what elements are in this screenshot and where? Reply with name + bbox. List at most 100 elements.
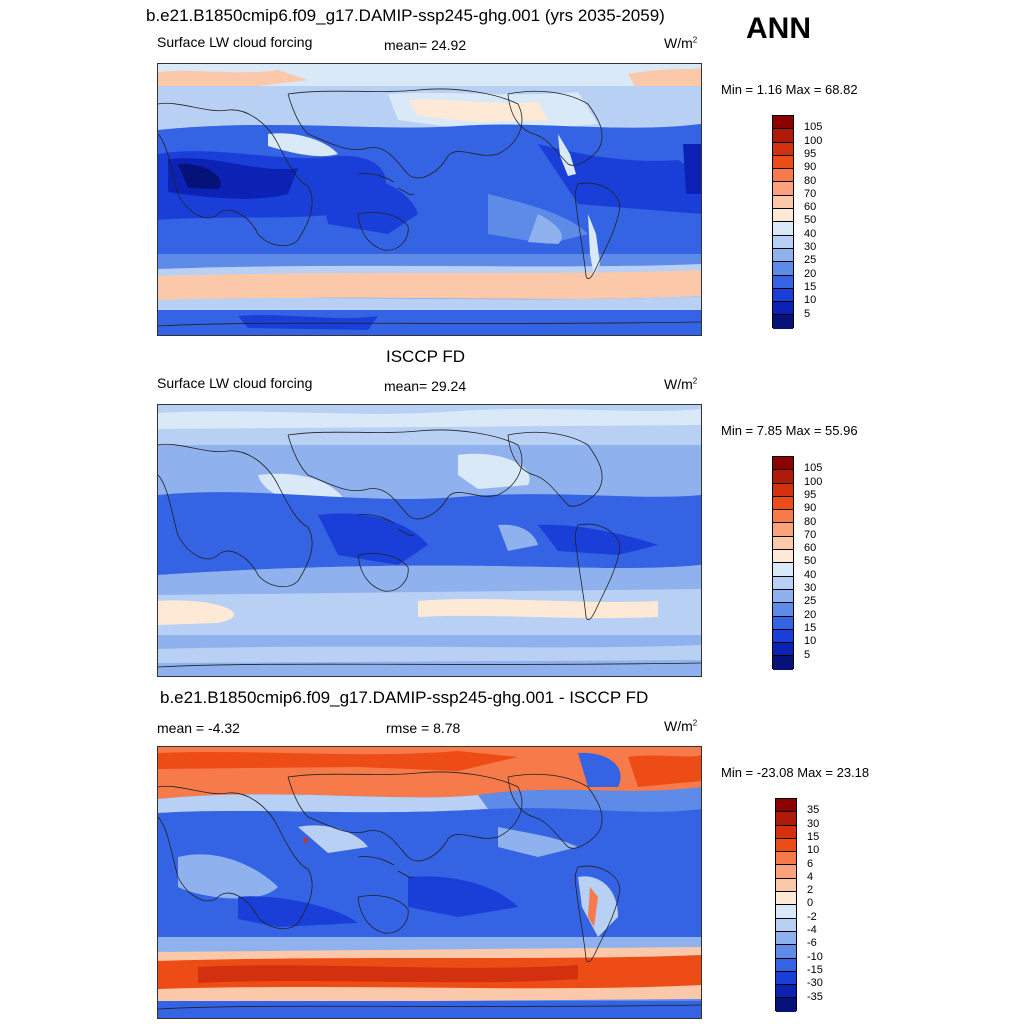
panel2-minmax: Min = 7.85 Max = 55.96 [721,423,858,438]
colorbar-swatch [773,563,793,577]
panel3-map [157,746,702,1019]
colorbar-swatch [773,656,793,670]
colorbar-swatch [773,589,793,604]
colorbar-swatch [773,550,793,564]
colorbar-swatch [773,235,793,249]
colorbar-swatch [773,116,793,130]
colorbar-swatch [773,248,793,263]
colorbar-tick-label: 105 [804,121,823,134]
colorbar-tick-label: -30 [807,977,823,990]
colorbar-tick-label: 10 [804,294,817,307]
colorbar-swatch [773,470,793,484]
colorbar-tick-label: -6 [807,937,817,950]
colorbar-swatch [773,523,793,537]
colorbar-swatch [776,918,796,932]
colorbar-tick-label: 90 [804,161,817,174]
colorbar-tick-label: 95 [804,147,817,160]
colorbar-swatch [773,262,793,276]
panel1-minmax: Min = 1.16 Max = 68.82 [721,82,858,97]
colorbar-tick-label: 50 [804,555,817,568]
colorbar-swatch [776,905,796,919]
colorbar-tick-label: -35 [807,990,823,1003]
colorbar-tick-label: 6 [807,857,814,870]
colorbar-swatch [773,315,793,329]
colorbar-tick-label: 60 [804,542,817,555]
colorbar-tick-label: 70 [804,187,817,200]
panel2-title: ISCCP FD [386,347,466,366]
panel3-units: W/m2 [664,718,698,734]
colorbar-tick-label: 50 [804,214,817,227]
panel2-variable-label: Surface LW cloud forcing [157,375,313,391]
panel2-mean-label: mean= 29.24 [384,378,467,394]
colorbar-swatch [773,483,793,497]
colorbar-tick-label: -15 [807,963,823,976]
panel2-units: W/m2 [664,376,698,392]
colorbar-tick-label: 80 [804,174,817,187]
colorbar-swatch [776,812,796,826]
season-label: ANN [746,12,811,45]
colorbar-tick-label: 80 [804,515,817,528]
panel1-variable-label: Surface LW cloud forcing [157,34,313,50]
colorbar-swatch [776,799,796,813]
colorbar-tick-label: 40 [804,568,817,581]
colorbar-tick-label: -4 [807,924,817,936]
panel1-mean-label: mean= 24.92 [384,37,467,53]
colorbar-tick-label: 100 [804,475,823,488]
colorbar-swatch [776,945,796,959]
panel3-colorbar-swatches [775,798,797,1012]
colorbar-tick-label: -2 [807,910,817,923]
panel2-colorbar-swatches [772,456,794,670]
colorbar-swatch [776,998,796,1012]
colorbar-swatch [776,892,796,906]
colorbar-tick-label: 60 [804,201,817,214]
panel1-map [157,63,702,336]
colorbar-swatch [773,195,793,210]
colorbar-tick-label: 25 [804,254,817,267]
colorbar-tick-label: 5 [804,307,811,320]
colorbar-tick-label: 10 [807,844,820,857]
colorbar-swatch [776,985,796,999]
colorbar-swatch [773,629,793,644]
panel1-colorbar-swatches [772,115,794,329]
colorbar-swatch [776,852,796,866]
colorbar-swatch [773,275,793,289]
colorbar-tick-label: 15 [807,830,820,843]
colorbar-tick-label: 20 [804,267,817,280]
colorbar-tick-label: 2 [807,884,814,897]
colorbar-tick-label: 4 [807,870,814,883]
colorbar-tick-label: 90 [804,502,817,515]
colorbar-swatch [773,209,793,223]
colorbar-tick-label: 70 [804,528,817,541]
colorbar-tick-label: 0 [807,897,814,910]
colorbar-swatch [776,838,796,853]
colorbar-swatch [776,878,796,893]
colorbar-swatch [773,182,793,196]
colorbar-tick-label: -10 [807,950,823,963]
colorbar-tick-label: 100 [804,134,823,147]
colorbar-swatch [776,931,796,946]
colorbar-tick-label: 10 [804,635,817,648]
colorbar-swatch [773,288,793,303]
colorbar-swatch [773,536,793,551]
colorbar-swatch [773,576,793,590]
colorbar-swatch [773,496,793,511]
colorbar-tick-label: 35 [807,804,820,817]
colorbar-swatch [773,510,793,524]
colorbar-swatch [773,169,793,183]
colorbar-swatch [773,603,793,617]
panel3-rmse-label: rmse = 8.78 [386,720,461,736]
colorbar-tick-label: 95 [804,488,817,501]
panel2-map [157,404,702,677]
colorbar-swatch [776,825,796,839]
colorbar-tick-label: 30 [807,817,820,830]
colorbar-tick-label: 40 [804,227,817,240]
colorbar-tick-label: 20 [804,608,817,621]
colorbar-swatch [773,457,793,471]
colorbar-swatch [773,155,793,170]
colorbar-swatch [776,971,796,986]
colorbar-tick-label: 15 [804,621,817,634]
colorbar-tick-label: 30 [804,582,817,594]
colorbar-swatch [773,616,793,630]
colorbar-tick-label: 15 [804,280,817,293]
colorbar-tick-label: 105 [804,462,823,475]
